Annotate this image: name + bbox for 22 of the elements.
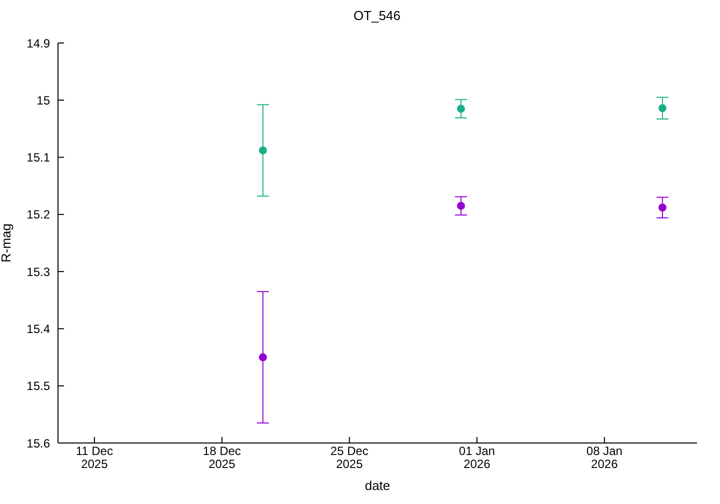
x-tick-label: 25 Dec 2025 (330, 444, 368, 471)
x-tick-label: 08 Jan 2026 (586, 444, 622, 471)
point (456, 104, 465, 113)
point (658, 104, 666, 112)
y-tick-label: 15 (36, 93, 50, 108)
x-tick-label: 11 Dec 2025 (76, 444, 113, 471)
y-tick-label: 15.1 (26, 150, 50, 165)
y-tick-label: 15.4 (26, 322, 50, 336)
chart-title: OT_546 (354, 8, 400, 23)
point (258, 146, 267, 154)
x-tick-label: 01 Jan 2026 (458, 444, 495, 471)
point (456, 202, 465, 210)
x-axis-title: date (364, 478, 390, 493)
y-tick-label: 14.9 (26, 36, 50, 50)
point (658, 204, 666, 212)
x-tick-label: 18 Dec 2025 (202, 444, 241, 471)
y-tick-label: 15.5 (26, 379, 50, 394)
y-tick-label: 15.2 (26, 208, 50, 222)
y-axis-title: R-mag (0, 223, 14, 263)
y-tick-label: 15.3 (26, 264, 50, 279)
y-tick-label: 15.6 (26, 436, 50, 450)
point (258, 353, 267, 362)
